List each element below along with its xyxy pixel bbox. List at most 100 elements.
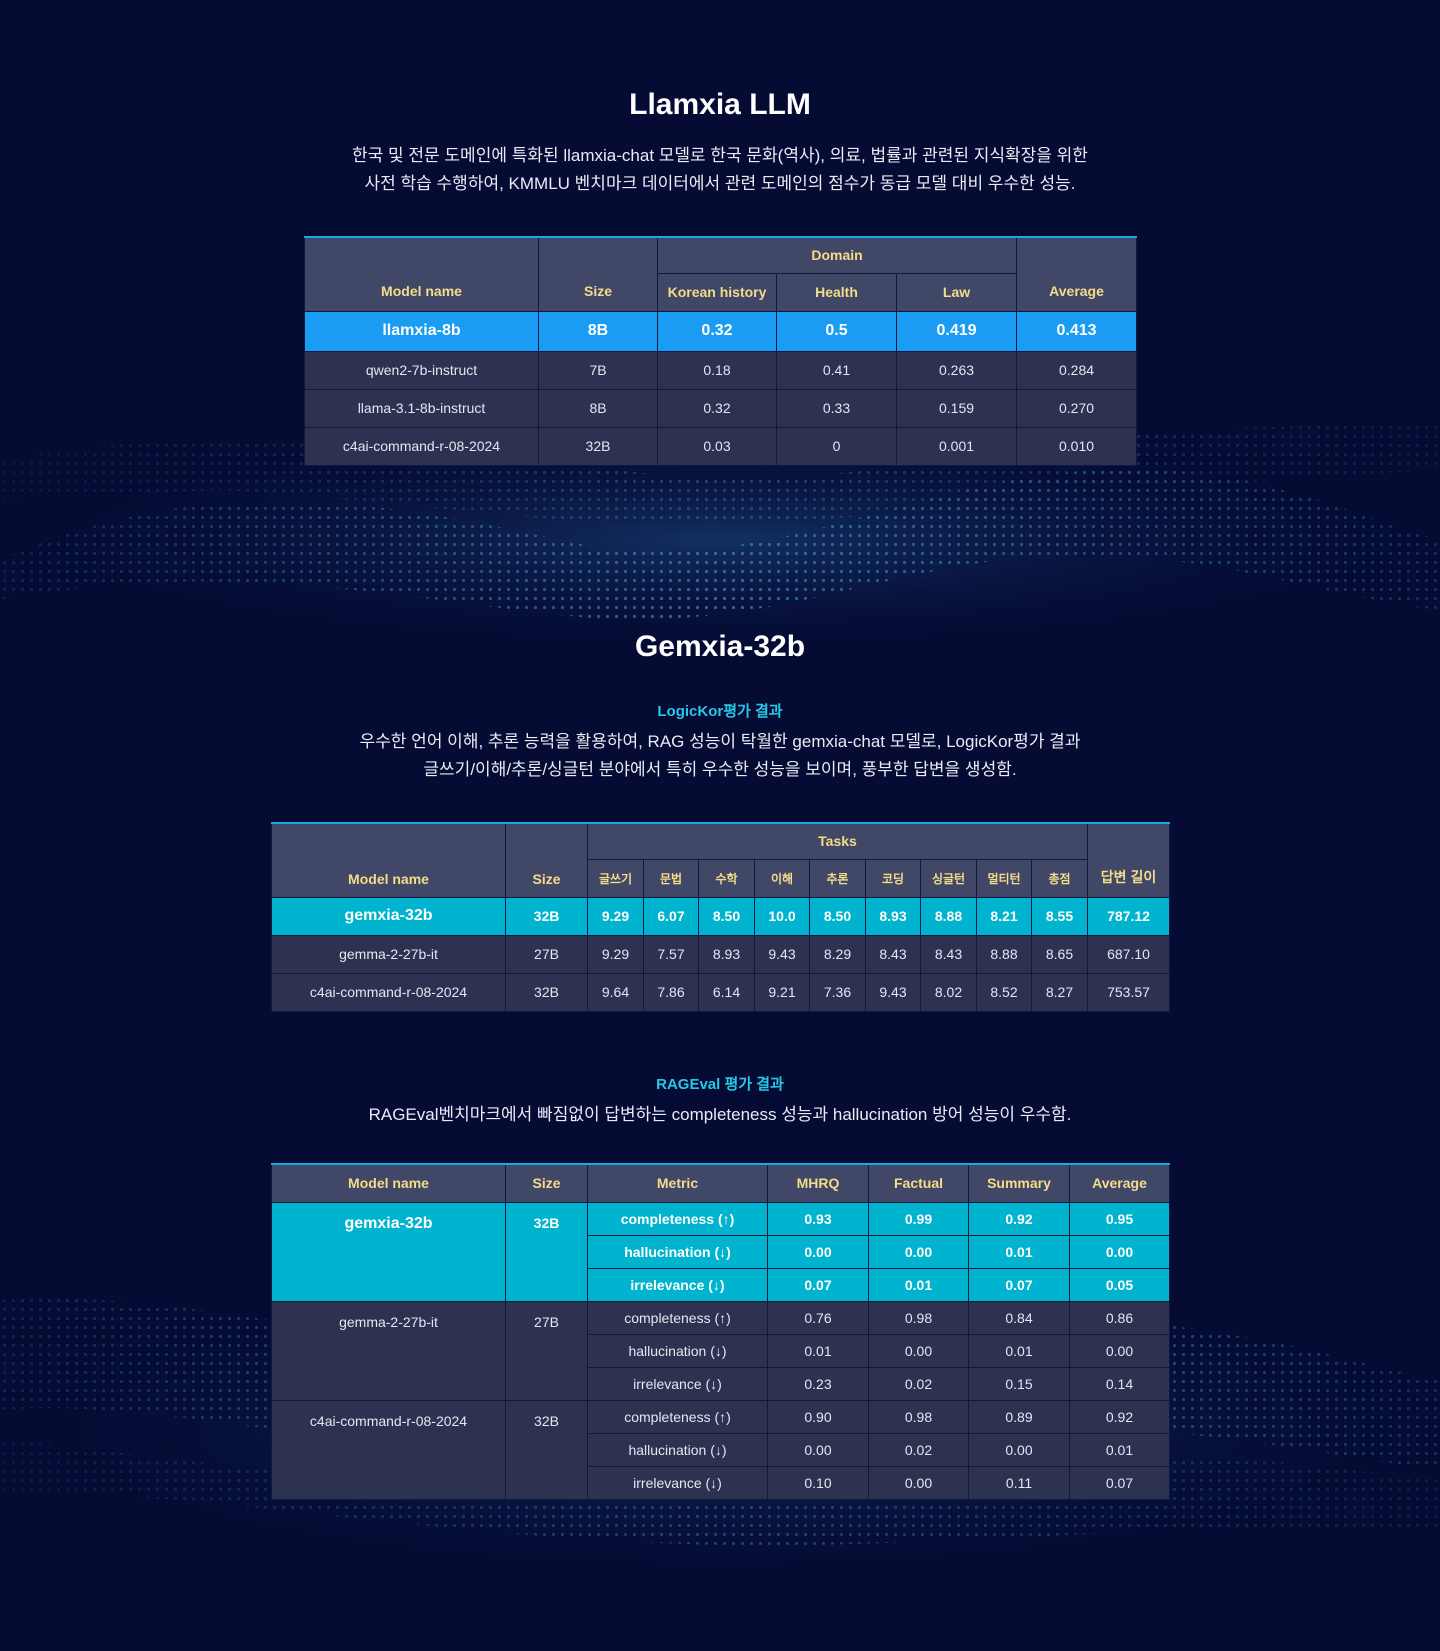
size-cell: 8B bbox=[538, 388, 658, 428]
metric-cell: hallucination (↓) bbox=[587, 1333, 768, 1368]
score-cell: 0.00 bbox=[767, 1432, 869, 1467]
score-cell: 9.43 bbox=[754, 934, 810, 974]
table-row: c4ai-command-r-08-2024 32B 9.64 7.86 6.1… bbox=[271, 972, 1171, 1012]
score-cell: 0.92 bbox=[1069, 1399, 1170, 1434]
metric-cell: hallucination (↓) bbox=[587, 1432, 768, 1467]
table-row: gemxia-32b 32B 9.29 6.07 8.50 10.0 8.50 … bbox=[271, 896, 1171, 936]
table-row: gemma-2-27b-it 27B 9.29 7.57 8.93 9.43 8… bbox=[271, 934, 1171, 974]
model-name-cell: gemma-2-27b-it bbox=[271, 1300, 506, 1401]
score-cell: 0.270 bbox=[1016, 388, 1138, 428]
table-row: irrelevance (↓) 0.23 0.02 0.15 0.14 bbox=[272, 1366, 1170, 1401]
score-cell: 0.03 bbox=[657, 426, 777, 466]
score-cell: 8.43 bbox=[920, 934, 977, 974]
model-name-cell: c4ai-command-r-08-2024 bbox=[271, 972, 506, 1012]
table-row: llamxia-8b 8B 0.32 0.5 0.419 0.413 bbox=[304, 310, 1138, 352]
score-cell: 8.52 bbox=[976, 972, 1032, 1012]
score-cell: 0.14 bbox=[1069, 1366, 1170, 1401]
score-cell: 0.90 bbox=[767, 1399, 869, 1434]
score-cell: 0.76 bbox=[767, 1300, 869, 1335]
rageval-results-table: Model name Size Metric MHRQ Factual Summ… bbox=[271, 1163, 1170, 1500]
score-cell: 0.07 bbox=[968, 1267, 1070, 1302]
table-row: c4ai-command-r-08-2024 32B 0.03 0 0.001 … bbox=[304, 426, 1138, 466]
column-header-task: 수학 bbox=[698, 858, 755, 898]
model-name-cell: gemxia-32b bbox=[271, 896, 506, 936]
score-cell: 6.07 bbox=[643, 896, 699, 936]
column-header-law: Law bbox=[895, 272, 1018, 312]
metric-cell: irrelevance (↓) bbox=[587, 1465, 768, 1500]
column-header-tasks: Tasks bbox=[586, 822, 1089, 860]
score-cell: 0.284 bbox=[1016, 350, 1138, 390]
score-cell: 0.10 bbox=[767, 1465, 869, 1500]
score-cell: 0.41 bbox=[776, 350, 897, 390]
score-cell: 9.29 bbox=[587, 896, 644, 936]
score-cell: 0.92 bbox=[968, 1201, 1070, 1236]
column-header-task: 문법 bbox=[643, 858, 699, 898]
metric-cell: completeness (↑) bbox=[587, 1201, 768, 1236]
model-name-cell: c4ai-command-r-08-2024 bbox=[271, 1399, 506, 1500]
metric-cell: completeness (↑) bbox=[587, 1300, 768, 1335]
score-cell: 10.0 bbox=[754, 896, 810, 936]
score-cell: 8.21 bbox=[976, 896, 1032, 936]
model-name-cell: llamxia-8b bbox=[304, 310, 539, 352]
score-cell: 8.88 bbox=[976, 934, 1032, 974]
score-cell: 8.93 bbox=[698, 934, 755, 974]
answer-length-cell: 753.57 bbox=[1087, 972, 1171, 1012]
score-cell: 7.36 bbox=[809, 972, 866, 1012]
description-line: 글쓰기/이해/추론/싱글턴 분야에서 특히 우수한 성능을 보이며, 풍부한 답… bbox=[423, 760, 1017, 779]
model-name-cell: gemxia-32b bbox=[271, 1201, 506, 1302]
model-name-cell: gemma-2-27b-it bbox=[271, 934, 506, 974]
table-row: hallucination (↓) 0.01 0.00 0.01 0.00 bbox=[272, 1333, 1170, 1368]
score-cell: 0.00 bbox=[868, 1234, 969, 1269]
score-cell: 0.01 bbox=[868, 1267, 969, 1302]
score-cell: 0.15 bbox=[968, 1366, 1070, 1401]
kmmlu-results-table: Model name Size Domain Average Korean hi… bbox=[304, 236, 1138, 466]
score-cell: 0.02 bbox=[868, 1432, 969, 1467]
score-cell: 9.29 bbox=[587, 934, 644, 974]
table-row: gemma-2-27b-it 27B completeness (↑) 0.76… bbox=[271, 1300, 1170, 1401]
score-cell: 0.05 bbox=[1069, 1267, 1170, 1302]
score-cell: 0.32 bbox=[657, 310, 777, 352]
score-cell: 8.02 bbox=[920, 972, 977, 1012]
score-cell: 0.419 bbox=[895, 310, 1018, 352]
rageval-subtitle: RAGEval 평가 결과 bbox=[656, 1076, 784, 1093]
column-header-model: Model name bbox=[271, 822, 506, 898]
score-cell: 7.57 bbox=[643, 934, 699, 974]
answer-length-cell: 687.10 bbox=[1087, 934, 1171, 974]
size-cell: 32B bbox=[505, 972, 588, 1012]
size-cell: 27B bbox=[505, 934, 588, 974]
score-cell: 0.413 bbox=[1016, 310, 1138, 352]
column-header-metric: Metric bbox=[587, 1163, 768, 1203]
score-cell: 0.00 bbox=[868, 1333, 969, 1368]
column-header-answer-length: 답변 길이 bbox=[1087, 822, 1171, 898]
column-header-task: 글쓰기 bbox=[587, 858, 644, 898]
size-cell: 32B bbox=[505, 896, 588, 936]
score-cell: 0.95 bbox=[1069, 1201, 1170, 1236]
score-cell: 0.93 bbox=[767, 1201, 869, 1236]
description-line: 사전 학습 수행하여, KMMLU 벤치마크 데이터에서 관련 도메인의 점수가… bbox=[364, 174, 1076, 193]
score-cell: 9.64 bbox=[587, 972, 644, 1012]
metric-cell: completeness (↑) bbox=[587, 1399, 768, 1434]
column-header-summary: Summary bbox=[968, 1163, 1070, 1203]
table-row: irrelevance (↓) 0.10 0.00 0.11 0.07 bbox=[272, 1465, 1170, 1500]
score-cell: 6.14 bbox=[698, 972, 755, 1012]
description-line: 한국 및 전문 도메인에 특화된 llamxia-chat 모델로 한국 문화(… bbox=[352, 146, 1088, 165]
score-cell: 0.33 bbox=[776, 388, 897, 428]
section-description-llamxia: 한국 및 전문 도메인에 특화된 llamxia-chat 모델로 한국 문화(… bbox=[0, 142, 1440, 198]
answer-length-cell: 787.12 bbox=[1087, 896, 1171, 936]
size-cell: 27B bbox=[505, 1300, 588, 1401]
size-cell: 32B bbox=[538, 426, 658, 466]
score-cell: 0.001 bbox=[895, 426, 1018, 466]
column-header-korean-history: Korean history bbox=[657, 272, 777, 312]
score-cell: 8.50 bbox=[698, 896, 755, 936]
section-description-rageval: RAGEval벤치마크에서 빠짐없이 답변하는 completeness 성능과… bbox=[368, 1105, 1072, 1124]
column-header-task: 이해 bbox=[754, 858, 810, 898]
section-description-gemxia: 우수한 언어 이해, 추론 능력을 활용하여, RAG 성능이 탁월한 gemx… bbox=[0, 728, 1440, 784]
table-row: c4ai-command-r-08-2024 32B completeness … bbox=[271, 1399, 1170, 1500]
table-row: hallucination (↓) 0.00 0.02 0.00 0.01 bbox=[272, 1432, 1170, 1467]
column-header-domain: Domain bbox=[656, 236, 1018, 274]
score-cell: 0.89 bbox=[968, 1399, 1070, 1434]
score-cell: 0 bbox=[776, 426, 897, 466]
column-header-average: Average bbox=[1069, 1163, 1170, 1203]
column-header-task: 멀티턴 bbox=[976, 858, 1032, 898]
